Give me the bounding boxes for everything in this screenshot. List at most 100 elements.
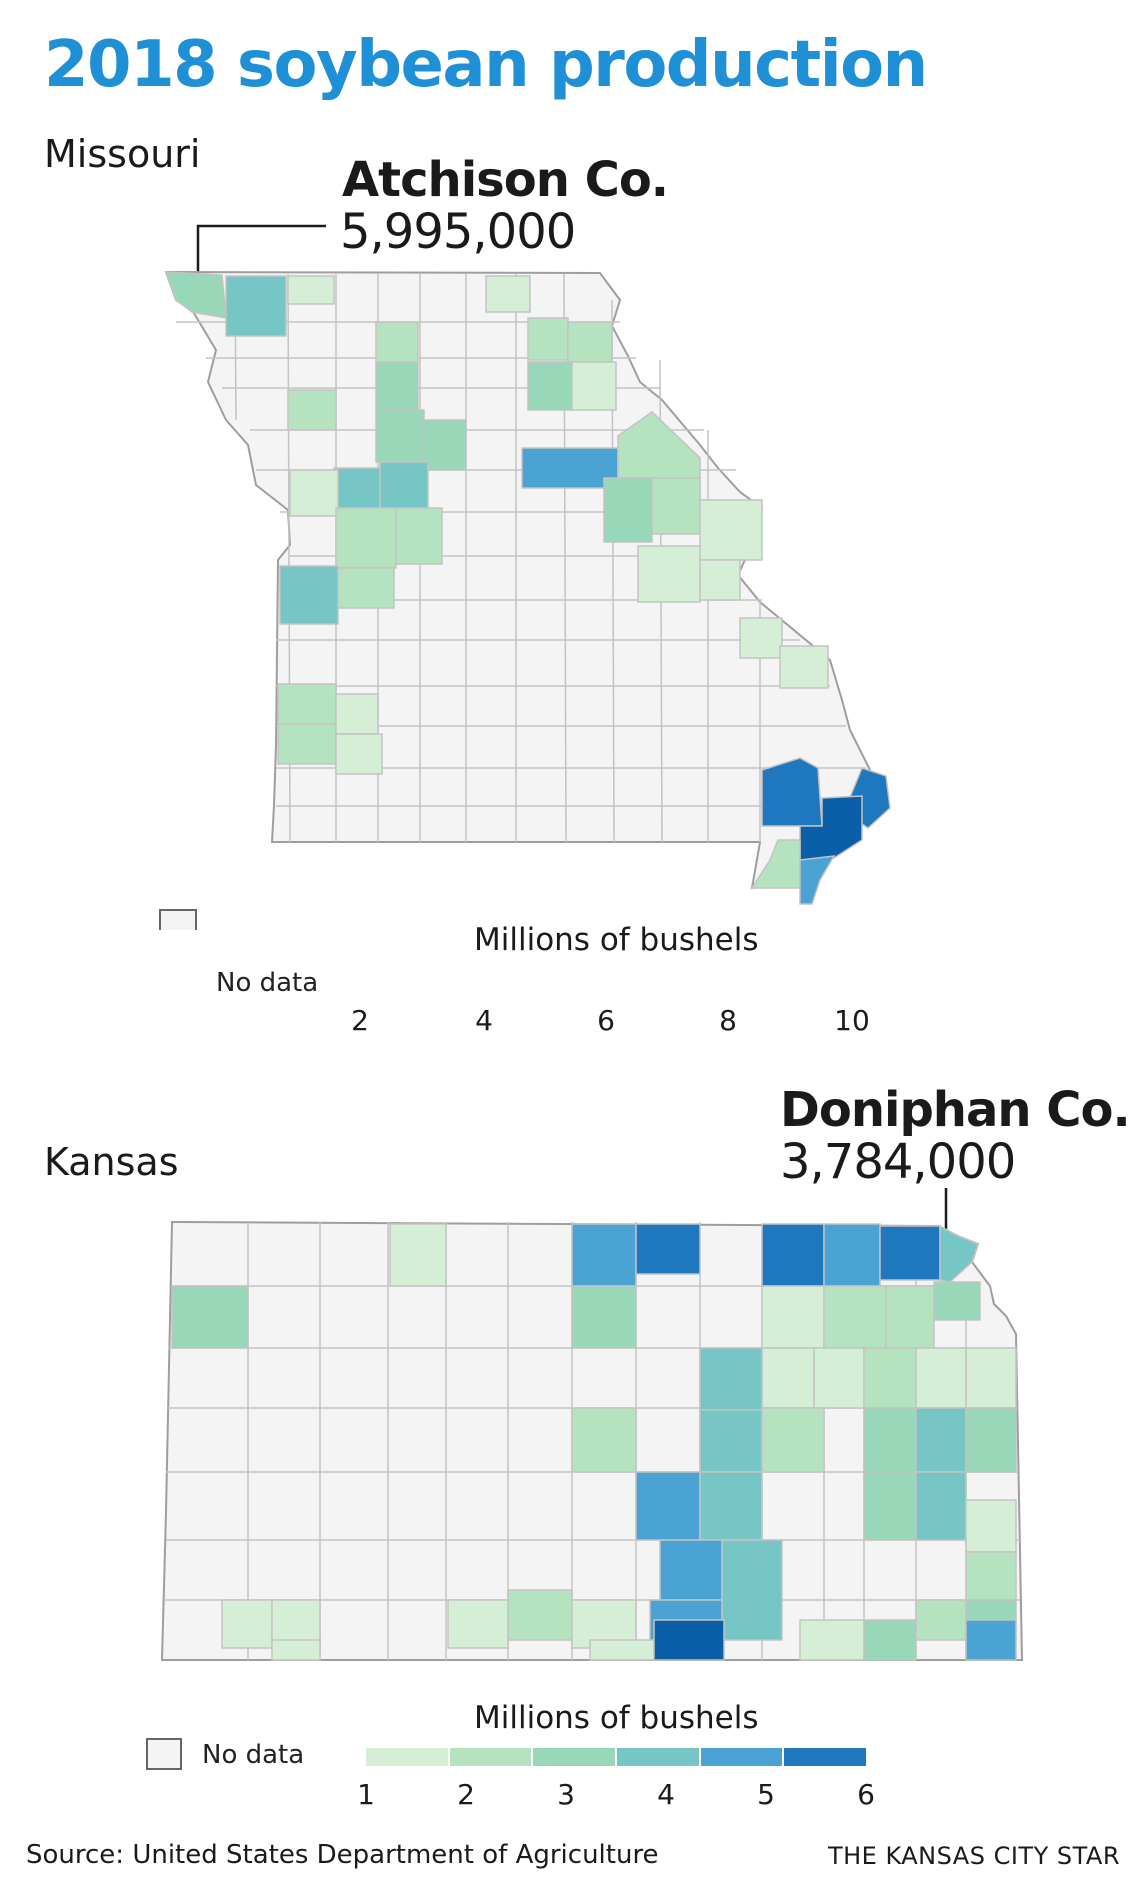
county-caldwell	[375, 409, 425, 463]
county-anderson	[915, 1471, 967, 1541]
kansas-legend-seg-3	[533, 1748, 618, 1766]
kansas-tick: 3	[557, 1778, 575, 1811]
kansas-legend-seg-4	[617, 1748, 701, 1766]
county-saline	[395, 507, 443, 565]
county-cherokee	[965, 1619, 1017, 1661]
county-nemaha	[823, 1223, 881, 1287]
missouri-no-data-swatch	[159, 909, 197, 930]
county-barton	[277, 683, 337, 725]
kansas-tick: 4	[657, 1778, 675, 1811]
county-scott	[761, 757, 823, 827]
kansas-colored-counties	[171, 1223, 1017, 1661]
county-pemiscot	[799, 855, 836, 905]
county-bourbon	[965, 1551, 1017, 1601]
county-dade	[335, 693, 379, 735]
doniphan-county	[939, 1224, 979, 1283]
county-lawrence	[335, 733, 383, 775]
county-pike	[699, 499, 763, 561]
county-shawnee	[863, 1347, 917, 1409]
county-harvey	[721, 1539, 783, 1641]
kansas-legend-seg-2	[449, 1748, 534, 1766]
county-ellsworth	[635, 1471, 701, 1541]
missouri-callout-line	[196, 224, 326, 281]
county-schuyler	[527, 317, 569, 361]
county-daviess	[375, 361, 419, 411]
missouri-tick: 2	[351, 1004, 369, 1037]
kansas-callout-value: 3,784,000	[780, 1134, 1016, 1190]
county-ralls	[651, 477, 701, 535]
county-montgomery-ks	[863, 1619, 917, 1661]
county-worth	[287, 275, 335, 305]
county-cass	[279, 565, 339, 625]
missouri-label: Missouri	[44, 132, 201, 176]
missouri-no-data-label: No data	[216, 968, 319, 998]
county-labette	[915, 1599, 967, 1641]
county-pottawatomie	[761, 1285, 825, 1349]
county-miami	[965, 1407, 1017, 1473]
missouri-legend-title: Millions of bushels	[474, 922, 759, 958]
kansas-legend-seg-1	[366, 1748, 450, 1766]
kansas-no-data-swatch	[146, 1738, 182, 1770]
county-sumner	[653, 1619, 725, 1661]
county-clinton	[333, 467, 381, 509]
county-republic	[635, 1223, 701, 1275]
county-gentry	[375, 321, 419, 365]
missouri-map	[159, 224, 891, 930]
county-lafayette	[335, 507, 397, 569]
county-dickinson	[761, 1407, 825, 1473]
county-rawlins-area	[389, 1223, 447, 1287]
county-marshall	[761, 1223, 825, 1287]
missouri-tick: 6	[597, 1004, 615, 1037]
missouri-tick: 10	[834, 1004, 870, 1037]
county-jefferson	[885, 1285, 935, 1349]
county-adair	[527, 361, 573, 411]
county-douglas	[915, 1347, 967, 1409]
county-riley	[761, 1347, 815, 1409]
missouri-callout-value: 5,995,000	[340, 204, 576, 260]
kansas-tick: 5	[757, 1778, 775, 1811]
county-reno	[659, 1539, 723, 1601]
kansas-legend-seg-6	[784, 1748, 867, 1766]
kansas-label: Kansas	[44, 1140, 179, 1184]
page-title: 2018 soybean production	[44, 28, 928, 102]
county-lincoln-ks	[571, 1407, 637, 1473]
kansas-tick: 1	[357, 1778, 375, 1811]
county-morton-area	[271, 1639, 321, 1661]
county-wallace	[171, 1285, 249, 1349]
county-brown	[879, 1225, 941, 1281]
county-jasper	[277, 723, 337, 765]
county-scotland	[567, 321, 613, 363]
county-linn	[965, 1499, 1017, 1553]
county-st-charles	[739, 617, 783, 659]
county-mercer	[485, 275, 531, 313]
county-coffey	[863, 1471, 917, 1541]
county-franklin	[915, 1407, 967, 1473]
kansas-legend-seg-5	[700, 1748, 785, 1766]
county-ottawa	[699, 1347, 763, 1411]
county-stanton-area	[221, 1599, 273, 1649]
missouri-colored-counties	[164, 271, 891, 905]
county-andrew	[287, 389, 337, 431]
county-lincoln	[637, 545, 701, 603]
county-jewell	[571, 1223, 637, 1287]
county-saline-ks	[699, 1409, 763, 1473]
county-wabaunsee	[813, 1347, 865, 1409]
atchison-county	[164, 271, 227, 319]
county-carroll	[379, 461, 429, 509]
county-johnson	[335, 567, 395, 609]
county-macon	[521, 447, 619, 489]
kansas-legend-title: Millions of bushels	[474, 1700, 759, 1736]
missouri-callout-county: Atchison Co.	[342, 152, 669, 208]
county-mitchell	[571, 1285, 637, 1349]
county-ford-area	[447, 1599, 509, 1649]
county-atchison-ks	[933, 1281, 981, 1321]
county-kiowa-area	[507, 1589, 573, 1641]
county-johnson-ks	[965, 1347, 1017, 1409]
county-ray	[289, 469, 339, 517]
county-nodaway	[225, 275, 287, 337]
county-st-louis	[779, 645, 829, 689]
county-knox	[571, 361, 617, 411]
kansas-tick: 2	[457, 1778, 475, 1811]
source-credit: Source: United States Department of Agri…	[26, 1840, 659, 1870]
county-cowley	[799, 1619, 865, 1661]
